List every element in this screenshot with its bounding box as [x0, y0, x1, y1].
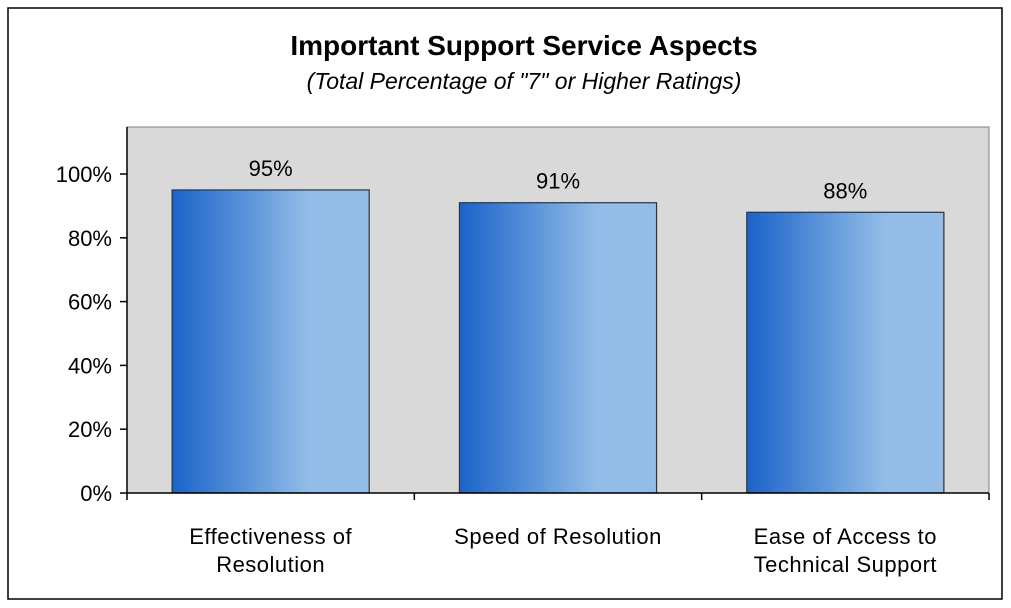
- y-tick-label: 0%: [80, 481, 112, 506]
- chart-subtitle: (Total Percentage of "7" or Higher Ratin…: [307, 68, 742, 94]
- x-tick-label-line: Ease of Access to: [754, 524, 937, 549]
- y-tick-label: 60%: [68, 290, 112, 315]
- x-tick-label-line: Effectiveness of: [189, 524, 352, 549]
- x-axis: Effectiveness of Resolution Speed of Resol…: [126, 492, 990, 577]
- bars-group: 95% 91% 88%: [171, 156, 945, 494]
- y-tick-label: 100%: [56, 162, 112, 187]
- bar: [746, 211, 945, 494]
- y-axis: 0% 20% 40% 60% 80% 100%: [56, 127, 128, 506]
- chart-title: Important Support Service Aspects: [290, 30, 757, 61]
- data-label: 91%: [536, 169, 580, 194]
- x-tick-label: Effectiveness of Resolution: [189, 524, 352, 577]
- y-tick-label: 20%: [68, 417, 112, 442]
- bar: [458, 202, 658, 494]
- x-tick-label-line: Technical Support: [754, 552, 937, 577]
- x-tick-label-line: Resolution: [216, 552, 325, 577]
- x-tick-label-line: Speed of Resolution: [454, 524, 662, 549]
- bar: [171, 189, 370, 494]
- data-label: 88%: [823, 178, 867, 203]
- y-tick-label: 80%: [68, 226, 112, 251]
- data-label: 95%: [249, 156, 293, 181]
- y-tick-label: 40%: [68, 353, 112, 378]
- x-tick-label: Speed of Resolution: [454, 524, 662, 549]
- x-tick-label: Ease of Access to Technical Support: [754, 524, 937, 577]
